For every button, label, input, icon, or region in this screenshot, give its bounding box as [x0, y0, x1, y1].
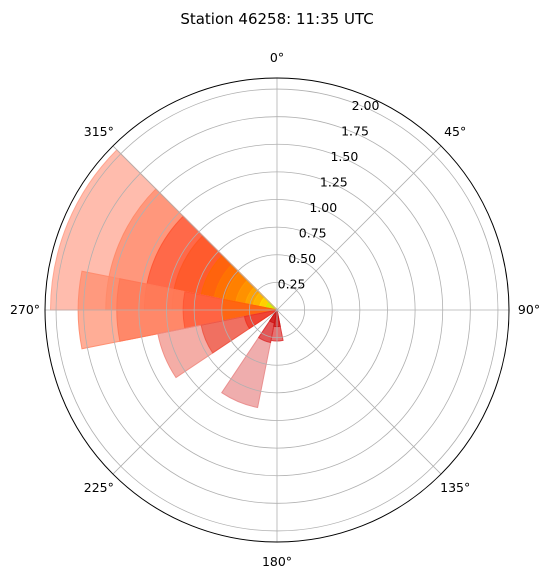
theta-tick-label-4: 180° — [262, 554, 292, 569]
r-tick-label-6: 1.75 — [341, 123, 369, 138]
theta-tick-label-0: 0° — [270, 50, 284, 65]
theta-grid-line-7 — [112, 145, 278, 311]
r-tick-label-1: 0.50 — [288, 251, 316, 266]
theta-tick-label-2: 90° — [518, 302, 540, 317]
r-tick-label-2: 0.75 — [299, 225, 327, 240]
chart-title: Station 46258: 11:35 UTC — [180, 10, 373, 28]
theta-tick-label-5: 225° — [84, 480, 114, 495]
r-tick-label-7: 2.00 — [352, 98, 380, 113]
theta-grid-line-3 — [276, 309, 442, 475]
grid-layer — [45, 78, 509, 542]
theta-grid-line-5 — [112, 309, 278, 475]
theta-tick-label-6: 270° — [10, 302, 40, 317]
r-tick-label-5: 1.50 — [330, 149, 358, 164]
theta-tick-label-1: 45° — [444, 124, 466, 139]
outer-ring — [44, 77, 510, 543]
r-tick-labels: 0.25 0.50 0.75 1.00 1.25 1.50 1.75 2.00 — [278, 98, 380, 292]
r-tick-label-4: 1.25 — [320, 174, 348, 189]
bars-layer — [50, 149, 284, 409]
theta-grid-line-1 — [276, 145, 442, 311]
r-tick-label-0: 0.25 — [278, 276, 306, 291]
r-tick-label-3: 1.00 — [309, 200, 337, 215]
theta-tick-label-3: 135° — [440, 480, 470, 495]
theta-tick-label-7: 315° — [84, 124, 114, 139]
theta-tick-labels: 0° 45° 90° 135° 180° 225° 270° 315° — [10, 50, 540, 569]
bar-bin2-stack0 — [243, 309, 278, 330]
